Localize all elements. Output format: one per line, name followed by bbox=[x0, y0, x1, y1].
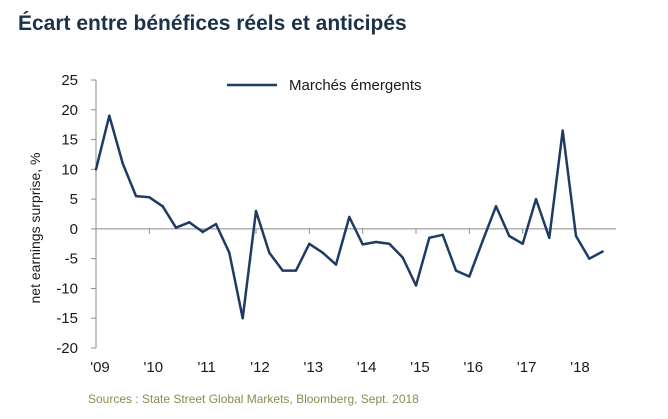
x-tick-label: '15 bbox=[410, 359, 430, 376]
x-tick-label: '12 bbox=[250, 359, 270, 376]
data-point bbox=[174, 226, 178, 229]
chart-title: Écart entre bénéfices réels et anticipés bbox=[18, 12, 407, 35]
y-tick-label: -20 bbox=[56, 340, 78, 357]
data-point bbox=[254, 209, 258, 213]
data-point bbox=[161, 205, 164, 208]
data-point bbox=[241, 317, 244, 320]
data-point bbox=[201, 230, 204, 234]
data-point bbox=[228, 251, 231, 254]
x-tick-label: '14 bbox=[357, 359, 377, 376]
data-point bbox=[548, 236, 551, 240]
data-point bbox=[494, 205, 498, 208]
data-point bbox=[361, 243, 364, 246]
data-point bbox=[454, 269, 458, 272]
data-point bbox=[441, 233, 444, 237]
x-tick-label: '11 bbox=[197, 359, 215, 376]
data-point bbox=[108, 114, 111, 117]
x-tick-label: '18 bbox=[570, 359, 590, 376]
data-point bbox=[601, 250, 604, 253]
data-point bbox=[468, 275, 471, 278]
data-point bbox=[121, 162, 124, 165]
data-point bbox=[388, 242, 391, 245]
source-note: Sources : State Street Global Markets, B… bbox=[88, 392, 419, 406]
legend: Marchés émergents bbox=[227, 77, 422, 94]
y-tick-label: 0 bbox=[70, 221, 78, 238]
y-tick-label: -10 bbox=[56, 280, 78, 297]
y-tick-label: -5 bbox=[65, 251, 78, 268]
data-point bbox=[281, 269, 284, 272]
data-point bbox=[268, 251, 271, 254]
y-tick-label: 20 bbox=[61, 102, 78, 119]
data-point bbox=[348, 215, 351, 219]
data-point bbox=[574, 234, 578, 238]
x-tick-label: '16 bbox=[464, 359, 484, 376]
x-axis: '09 '10 '11 '12 '13 '14 '15 '16 '17 '18 bbox=[90, 228, 616, 376]
data-point bbox=[94, 168, 98, 171]
data-point bbox=[148, 196, 151, 199]
data-point bbox=[334, 263, 338, 266]
y-axis-label: net earnings surprise, % bbox=[27, 153, 43, 304]
legend-label: Marchés émergents bbox=[289, 77, 422, 94]
data-point bbox=[588, 257, 591, 260]
y-tick-label: 10 bbox=[61, 161, 78, 178]
x-tick-label: '09 bbox=[90, 359, 110, 376]
x-tick-label: '10 bbox=[144, 359, 164, 376]
data-point bbox=[321, 251, 324, 254]
data-point bbox=[134, 194, 138, 198]
data-point bbox=[188, 221, 191, 224]
data-point bbox=[481, 239, 484, 242]
data-point bbox=[294, 269, 298, 272]
y-tick-label: -15 bbox=[56, 310, 78, 327]
x-tick-label: '17 bbox=[517, 359, 537, 376]
x-tick-label: '13 bbox=[304, 359, 324, 376]
y-axis: 25 20 15 10 5 0 -5 -10 -15 -20 bbox=[56, 72, 97, 357]
data-point bbox=[508, 234, 511, 238]
data-point bbox=[308, 242, 311, 245]
data-point bbox=[214, 222, 218, 226]
y-tick-label: 25 bbox=[61, 72, 78, 89]
y-tick-label: 5 bbox=[70, 191, 78, 208]
data-point bbox=[534, 197, 538, 201]
series-layer bbox=[94, 114, 604, 320]
data-point bbox=[521, 242, 524, 245]
y-tick-label: 15 bbox=[61, 132, 78, 149]
data-point bbox=[561, 129, 564, 132]
data-point bbox=[374, 240, 378, 244]
data-point bbox=[401, 256, 404, 259]
data-point bbox=[428, 236, 431, 240]
data-point bbox=[414, 284, 418, 287]
